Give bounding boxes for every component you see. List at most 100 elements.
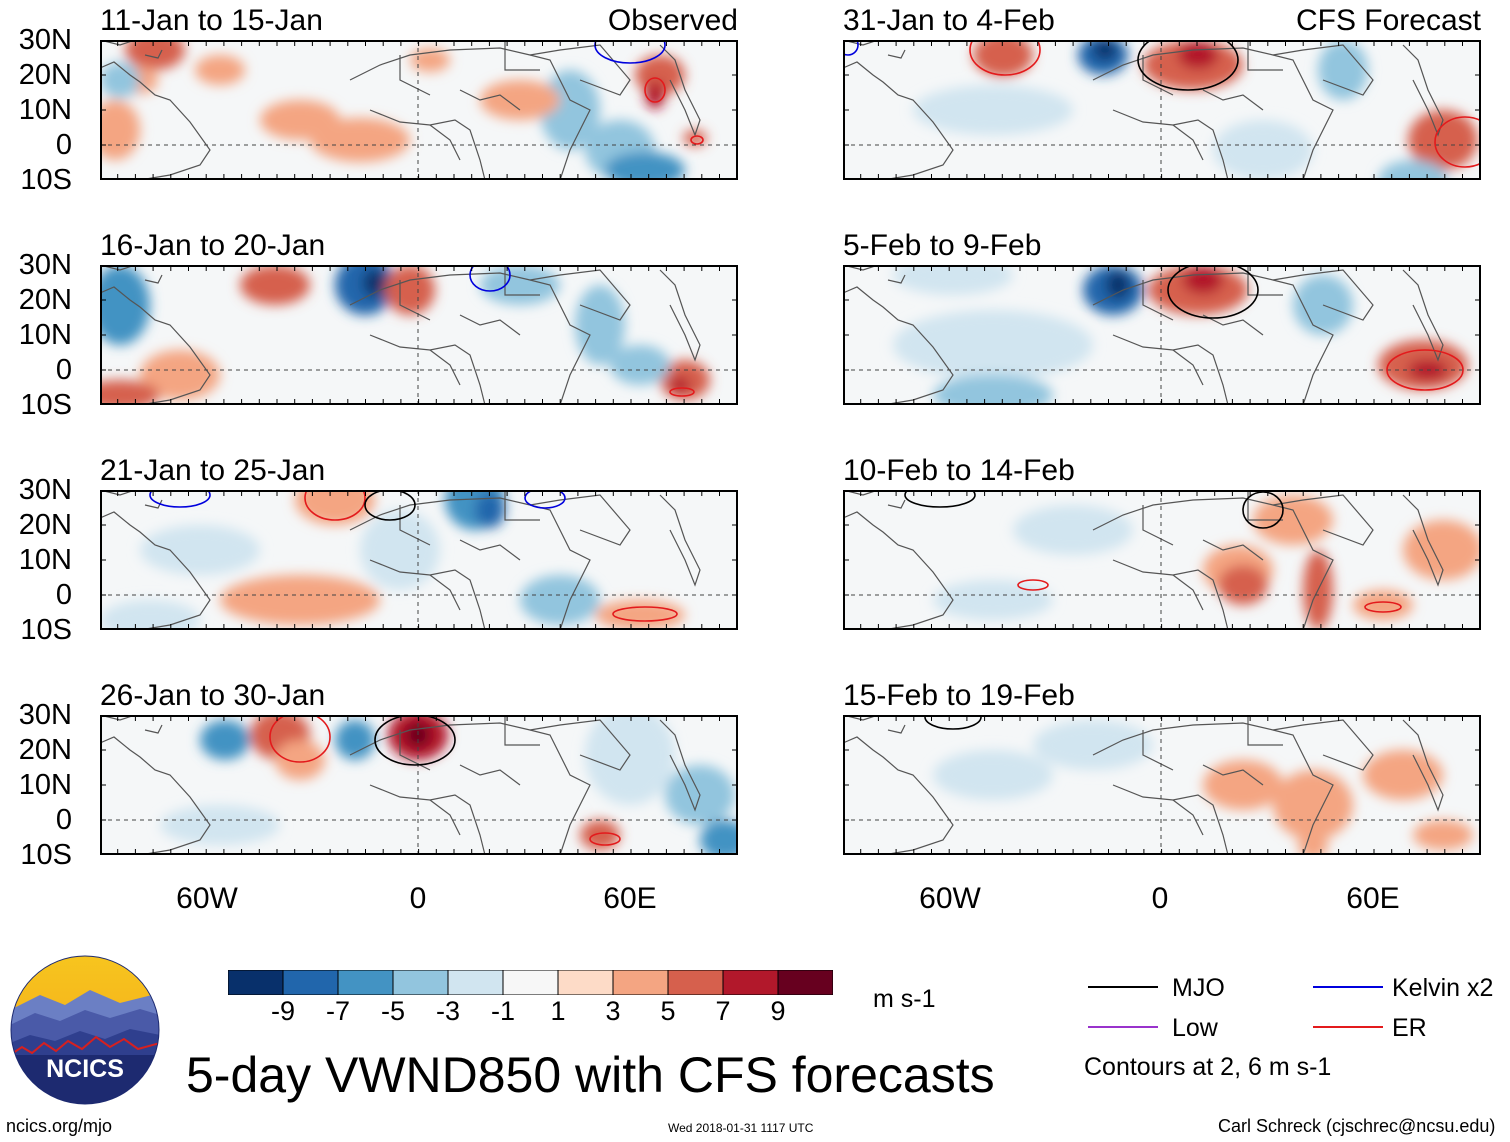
anomaly-blob	[1253, 495, 1333, 545]
y-tick-label: 10N	[18, 94, 72, 126]
anomaly-blob	[1413, 820, 1473, 850]
coastline	[659, 269, 701, 362]
anomaly-blob	[360, 510, 440, 590]
coastline	[504, 265, 540, 296]
coastline	[659, 44, 701, 137]
anomaly-blob	[1403, 520, 1481, 580]
panel-title-7: 10-Feb to 14-Feb	[843, 454, 1075, 487]
coastline	[1272, 269, 1374, 321]
coastline	[100, 61, 211, 180]
y-tick-label: 30N	[18, 699, 72, 731]
coastline	[459, 539, 521, 561]
legend-low-label: Low	[1172, 1014, 1218, 1042]
wave-contour	[1386, 349, 1464, 391]
coastline	[144, 499, 163, 509]
x-tick-60e-left: 60E	[603, 882, 657, 915]
coastline	[504, 490, 540, 521]
panel-title-1: 11-Jan to 15-Jan	[100, 4, 323, 37]
wave-contour	[969, 40, 1041, 76]
wave-contour	[612, 606, 678, 622]
coastline	[887, 499, 906, 509]
y-tick-label: 0	[55, 579, 72, 611]
map-panel-2	[99, 264, 738, 406]
coastline	[1272, 494, 1374, 546]
footer-url[interactable]: ncics.org/mjo	[6, 1116, 113, 1136]
panel-title-8: 15-Feb to 19-Feb	[843, 679, 1075, 712]
colorbar-tick-label: -1	[490, 996, 515, 1026]
anomaly-blob	[595, 600, 685, 630]
anomaly-blob	[933, 375, 1053, 405]
coastline	[459, 89, 521, 111]
anomaly-blob	[1408, 110, 1478, 170]
map-panel-4	[99, 714, 738, 856]
anomaly-blob	[1013, 505, 1133, 555]
anomaly-blob	[520, 575, 600, 625]
anomaly-blob	[1363, 750, 1443, 800]
coastline	[843, 736, 954, 855]
anomaly-blob	[100, 600, 200, 630]
coastline	[529, 719, 631, 771]
anomaly-blob	[683, 130, 707, 146]
coastline	[1272, 719, 1374, 771]
anomaly-blob	[475, 492, 505, 528]
footer-timestamp: Wed 2018-01-31 1117 UTC	[668, 1121, 814, 1135]
colorbar-tick-label: 7	[715, 996, 731, 1026]
y-tick-label: 0	[55, 129, 72, 161]
anomaly-blob	[913, 85, 1073, 135]
coastline	[504, 40, 540, 71]
ncics-logo: NCICS	[10, 955, 160, 1105]
legend-kelvin-label: Kelvin x2	[1392, 974, 1494, 1002]
coastline	[1112, 784, 1229, 855]
coastline	[399, 505, 431, 546]
x-tick-0-right: 0	[1151, 882, 1169, 915]
anomaly-blob	[933, 750, 1053, 800]
colorbar-swatch	[612, 969, 669, 996]
coastline	[144, 274, 163, 284]
anomaly-blob	[385, 265, 435, 315]
footer-author[interactable]: Carl Schreck (cjschrec@ncsu.edu)	[1218, 1116, 1496, 1136]
legend-mjo-line	[1088, 986, 1158, 988]
coastline	[1247, 490, 1283, 521]
colorbar-tick-label: 1	[550, 996, 566, 1026]
colorbar-swatch	[777, 969, 834, 996]
panel-title-2: 16-Jan to 20-Jan	[100, 229, 326, 262]
coastline	[887, 274, 906, 284]
anomaly-blob	[540, 70, 600, 150]
x-tick-60e-right: 60E	[1346, 882, 1400, 915]
y-tick-label: 10N	[18, 544, 72, 576]
coastline	[1142, 505, 1174, 546]
wave-contour	[469, 265, 511, 292]
coastline	[1402, 719, 1444, 812]
coastline	[1142, 730, 1174, 771]
panel-title-6: 5-Feb to 9-Feb	[843, 229, 1042, 262]
coastline	[1247, 715, 1283, 746]
anomaly-blob	[973, 40, 1033, 77]
y-tick-label: 0	[55, 354, 72, 386]
coastline	[100, 511, 211, 630]
coastline	[429, 574, 461, 611]
anomaly-blob	[1183, 266, 1223, 294]
colorbar-swatch	[447, 969, 504, 996]
y-tick-label: 0	[55, 804, 72, 836]
anomaly-blob	[275, 740, 325, 780]
y-tick-label: 30N	[18, 474, 72, 506]
legend-kelvin-line	[1313, 986, 1383, 988]
anomaly-blob	[410, 48, 450, 72]
anomaly-blob	[195, 55, 245, 85]
x-tick-60w-left: 60W	[176, 882, 238, 915]
anomaly-blob	[1353, 590, 1413, 620]
anomaly-blob	[1213, 120, 1313, 180]
coastline	[100, 736, 211, 855]
wave-contour	[644, 77, 666, 103]
coastline	[1202, 539, 1264, 561]
anomaly-blob	[700, 820, 738, 855]
anomaly-blob	[200, 720, 250, 760]
coastline	[1112, 334, 1229, 405]
colorbar-tick-label: -3	[435, 996, 460, 1026]
wave-contour	[374, 715, 456, 766]
map-panel-3	[99, 489, 738, 631]
legend-low-line	[1088, 1026, 1158, 1028]
anomaly-blob	[480, 80, 560, 120]
colorbar-swatch	[557, 969, 614, 996]
legend-mjo-label: MJO	[1172, 974, 1225, 1002]
